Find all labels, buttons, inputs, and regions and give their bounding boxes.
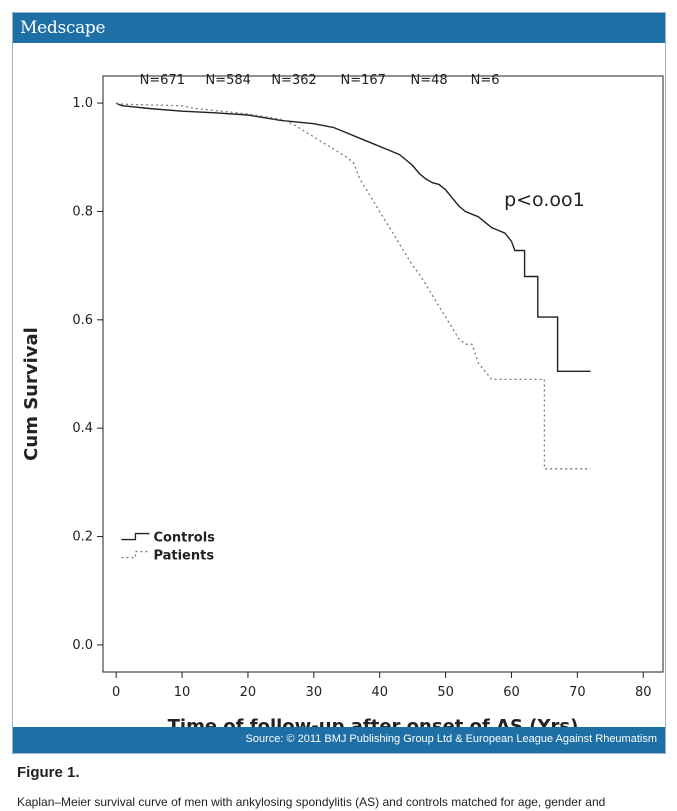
- series-line-controls: [115, 102, 591, 372]
- y-axis-label: Cum Survival: [21, 327, 42, 461]
- x-tick-label: 60: [503, 685, 520, 700]
- x-tick-label: 50: [437, 685, 454, 700]
- at-risk-label: N=167: [341, 73, 386, 88]
- x-tick-label: 70: [569, 685, 586, 700]
- x-tick-label: 30: [306, 685, 323, 700]
- x-tick-label: 0: [112, 685, 120, 700]
- figure-title: Figure 1.: [17, 764, 80, 781]
- y-tick-label: 0.8: [72, 204, 93, 219]
- x-axis-label: Time of follow-up after onset of AS (Yrs…: [168, 716, 579, 727]
- at-risk-label: N=48: [411, 73, 448, 88]
- p-value-annotation: p<o.oo1: [504, 189, 585, 211]
- x-tick-label: 20: [240, 685, 257, 700]
- series-line-patients: [116, 102, 591, 470]
- figure-frame: Medscape 0.0 0.2 0.4 0.6 0.8 1.0 0 10 20 30 40 50 60…: [12, 12, 666, 754]
- y-tick-label: 0.2: [72, 530, 93, 545]
- at-risk-label: N=584: [205, 73, 250, 88]
- figure-caption: Kaplan–Meier survival curve of men with …: [17, 795, 606, 809]
- at-risk-label: N=671: [140, 73, 185, 88]
- legend-swatch-patients: [121, 550, 150, 559]
- legend-swatch-controls: [121, 532, 150, 541]
- x-tick-label: 40: [371, 685, 388, 700]
- y-tick-label: 0.4: [72, 421, 93, 436]
- plot-area: [102, 75, 664, 673]
- y-tick-label: 1.0: [72, 96, 93, 111]
- x-tick-label: 80: [635, 685, 652, 700]
- legend-label-controls: Controls: [153, 531, 215, 546]
- source-credit: Source: © 2011 BMJ Publishing Group Ltd …: [245, 733, 657, 745]
- at-risk-label: N=6: [471, 73, 500, 88]
- medscape-logo[interactable]: Medscape: [20, 18, 106, 38]
- x-tick-label: 10: [174, 685, 191, 700]
- y-tick-label: 0.0: [72, 638, 93, 653]
- brand-bar: Medscape: [13, 13, 665, 43]
- legend-label-patients: Patients: [153, 549, 214, 564]
- at-risk-label: N=362: [271, 73, 316, 88]
- km-chart: 0.0 0.2 0.4 0.6 0.8 1.0 0 10 20 30 40 50 60 70 80 Time …: [21, 73, 664, 727]
- source-bar: Source: © 2011 BMJ Publishing Group Ltd …: [13, 727, 665, 753]
- y-tick-label: 0.6: [72, 313, 93, 328]
